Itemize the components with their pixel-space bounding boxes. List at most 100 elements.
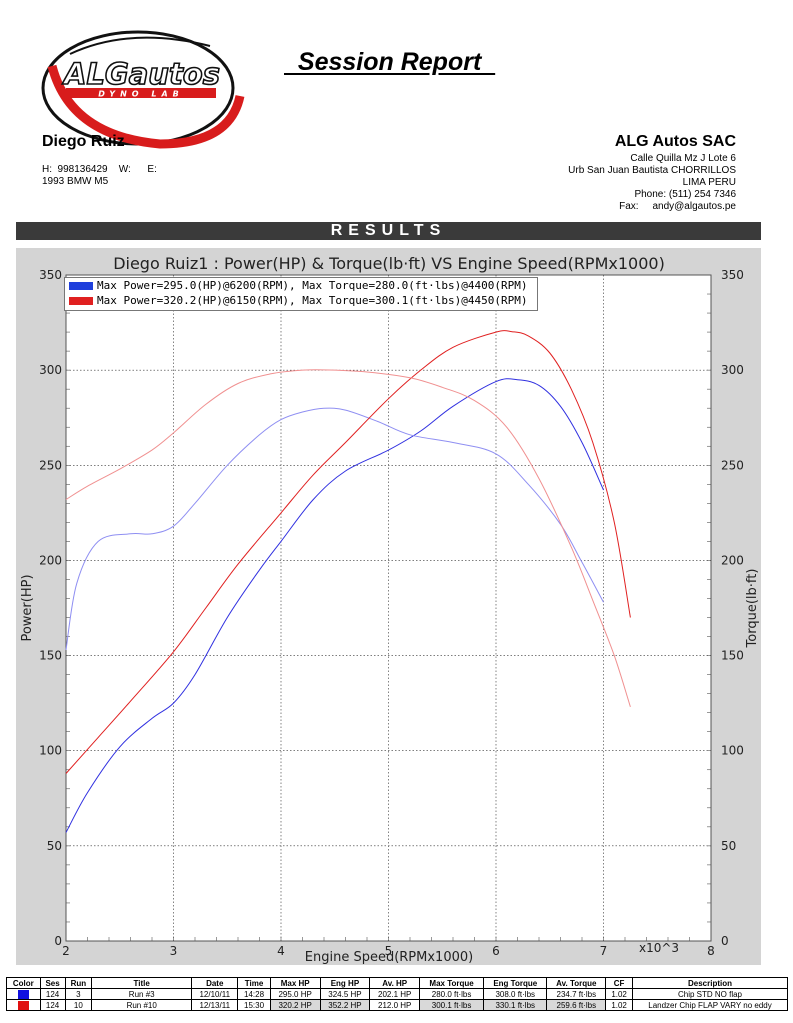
x-axis-label: Engine Speed(RPMx1000) (305, 950, 473, 965)
logo-subtext: DYNO LAB (98, 90, 183, 99)
address-line: LIMA PERU (682, 177, 736, 188)
legend-swatch-blue (69, 282, 93, 290)
table-cell: 10 (64, 999, 93, 1011)
table-cell: Run #3 (91, 988, 193, 1000)
table-cell: Landzer Chip FLAP VARY no eddy (632, 999, 788, 1011)
table-cell: 320.2 HP (269, 999, 321, 1011)
x-tick-label: 8 (707, 944, 715, 958)
column-header: Ses (39, 977, 66, 989)
fax-line: Fax: andy@algautos.pe (619, 201, 736, 212)
table-cell: 280.0 ft·lbs (419, 988, 485, 1000)
table-cell: 202.1 HP (369, 988, 421, 1000)
y-tick-label-right: 200 (721, 553, 744, 567)
table-cell: 330.1 ft·lbs (483, 999, 548, 1011)
x-tick-label: 7 (600, 944, 608, 958)
address-line: Urb San Juan Bautista CHORRILLOS (568, 165, 736, 176)
y-axis-label-left: Power(HP) (20, 574, 35, 641)
legend-label: Max Power=320.2(HP)@6150(RPM), Max Torqu… (97, 294, 528, 307)
column-header: Eng Torque (483, 977, 548, 989)
table-cell: 234.7 ft·lbs (546, 988, 607, 1000)
legend-label: Max Power=295.0(HP)@6200(RPM), Max Torqu… (97, 279, 528, 292)
legend-item: Max Power=295.0(HP)@6200(RPM), Max Torqu… (69, 279, 527, 293)
y-tick-label-left: 200 (39, 553, 62, 567)
run-color-cell (6, 999, 41, 1011)
table-cell: 295.0 HP (269, 988, 321, 1000)
series-line-power (65, 330, 631, 774)
run-color-swatch (17, 1000, 29, 1010)
table-cell: 300.1 ft·lbs (419, 999, 485, 1011)
x-tick-label: 6 (492, 944, 500, 958)
y-tick-label-right: 250 (721, 458, 744, 472)
y-axis-label-right: Torque(lb·ft) (745, 569, 760, 649)
y-tick-label-right: 50 (721, 839, 736, 853)
table-row[interactable]: 124 10 Run #10 12/13/11 15:30 320.2 HP 3… (6, 999, 788, 1011)
table-cell: 12/10/11 (191, 988, 239, 1000)
table-cell: 3 (64, 988, 93, 1000)
table-header-row: Color Ses Run Title Date Time Max HP Eng… (6, 977, 788, 989)
y-tick-label-right: 0 (721, 934, 729, 948)
column-header: Run (64, 977, 93, 989)
chart-legend: Max Power=295.0(HP)@6200(RPM), Max Torqu… (64, 277, 538, 311)
results-header: RESULTS (16, 222, 761, 240)
table-cell: Run #10 (91, 999, 193, 1011)
x-tick-label: 2 (62, 944, 70, 958)
y-tick-label-left: 300 (39, 363, 62, 377)
table-cell: 124 (39, 988, 66, 1000)
table-cell: 15:30 (237, 999, 271, 1011)
series-line-torque (65, 369, 631, 708)
x-tick-label: 3 (170, 944, 178, 958)
y-tick-label-right: 150 (721, 649, 744, 663)
column-header: Av. Torque (546, 977, 607, 989)
column-header: Date (191, 977, 239, 989)
y-tick-label-left: 0 (54, 934, 62, 948)
y-tick-label-left: 350 (39, 268, 62, 282)
x-tick-label: 5 (385, 944, 393, 958)
logo-text: ALGautos (62, 57, 220, 91)
y-tick-label-left: 50 (47, 839, 62, 853)
phone-line: Phone: (511) 254 7346 (634, 189, 736, 200)
company-logo: ALGautos DYNO LAB (40, 26, 245, 154)
y-tick-label-right: 100 (721, 744, 744, 758)
x-tick-label: 4 (277, 944, 285, 958)
column-header: Eng HP (319, 977, 371, 989)
run-color-swatch (17, 989, 29, 999)
series-line-power (65, 378, 604, 833)
customer-name: Diego Ruiz (42, 133, 125, 150)
address-line: Calle Quilla Mz J Lote 6 (630, 153, 736, 164)
dyno-chart: Diego Ruiz1 : Power(HP) & Torque(lb·ft) … (16, 248, 761, 965)
chart-title: Diego Ruiz1 : Power(HP) & Torque(lb·ft) … (113, 254, 665, 273)
y-tick-label-left: 100 (39, 744, 62, 758)
table-cell: 308.0 ft·lbs (483, 988, 548, 1000)
column-header: Max HP (269, 977, 321, 989)
table-cell: 1.02 (605, 988, 633, 1000)
results-table: Color Ses Run Title Date Time Max HP Eng… (6, 977, 788, 1011)
table-cell: 352.2 HP (319, 999, 371, 1011)
column-header: Description (632, 977, 788, 989)
vehicle-info: 1993 BMW M5 (42, 176, 109, 187)
column-header: Max Torque (419, 977, 485, 989)
table-row[interactable]: 124 3 Run #3 12/10/11 14:28 295.0 HP 324… (6, 988, 788, 1000)
table-cell: Chip STD NO flap (632, 988, 788, 1000)
column-header: Color (6, 977, 41, 989)
column-header: Time (237, 977, 271, 989)
legend-item: Max Power=320.2(HP)@6150(RPM), Max Torqu… (69, 294, 527, 308)
column-header: Av. HP (369, 977, 421, 989)
y-tick-label-left: 150 (39, 649, 62, 663)
contact-line: H: 998136429 W: E: (42, 164, 157, 175)
table-cell: 14:28 (237, 988, 271, 1000)
series-line-torque (65, 407, 604, 650)
table-cell: 1.02 (605, 999, 633, 1011)
legend-swatch-red (69, 297, 93, 305)
y-tick-label-right: 350 (721, 268, 744, 282)
x-multiplier-label: x10^3 (639, 941, 679, 955)
column-header: Title (91, 977, 193, 989)
report-title: Session Report (284, 48, 496, 76)
y-tick-label-left: 250 (39, 458, 62, 472)
table-cell: 12/13/11 (191, 999, 239, 1011)
column-header: CF (605, 977, 633, 989)
company-name: ALG Autos SAC (614, 133, 736, 150)
table-cell: 324.5 HP (319, 988, 371, 1000)
table-cell: 124 (39, 999, 66, 1011)
table-cell: 212.0 HP (369, 999, 421, 1011)
y-tick-label-right: 300 (721, 363, 744, 377)
